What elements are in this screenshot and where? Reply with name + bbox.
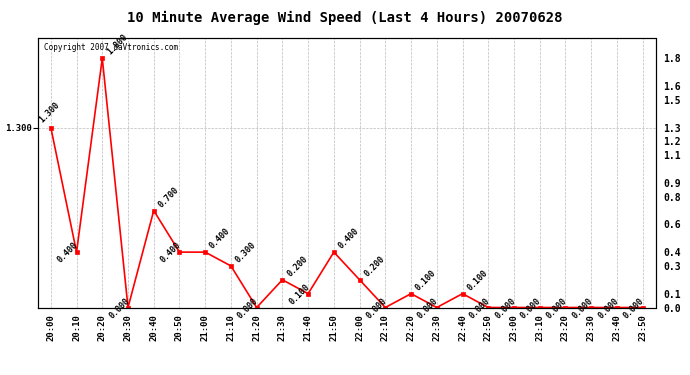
Text: 0.000: 0.000 xyxy=(416,296,440,320)
Text: 0.000: 0.000 xyxy=(622,296,646,320)
Text: Copyright 2007 daVtronics.com: Copyright 2007 daVtronics.com xyxy=(44,43,178,52)
Text: 0.200: 0.200 xyxy=(362,254,386,278)
Text: 0.400: 0.400 xyxy=(56,241,80,265)
Text: 0.000: 0.000 xyxy=(493,296,518,320)
Text: 0.000: 0.000 xyxy=(236,296,260,320)
Text: 1.800: 1.800 xyxy=(105,33,129,57)
Text: 0.000: 0.000 xyxy=(544,296,569,320)
Text: 0.100: 0.100 xyxy=(414,268,438,292)
Text: 0.000: 0.000 xyxy=(596,296,620,320)
Text: 1.300: 1.300 xyxy=(37,100,61,125)
Text: 0.200: 0.200 xyxy=(285,254,309,278)
Text: 0.000: 0.000 xyxy=(519,296,543,320)
Text: 0.100: 0.100 xyxy=(287,282,311,306)
Text: 0.300: 0.300 xyxy=(234,240,258,265)
Text: 0.700: 0.700 xyxy=(157,185,181,209)
Text: 10 Minute Average Wind Speed (Last 4 Hours) 20070628: 10 Minute Average Wind Speed (Last 4 Hou… xyxy=(127,11,563,26)
Text: 0.000: 0.000 xyxy=(107,296,131,320)
Text: 0.400: 0.400 xyxy=(208,226,232,251)
Text: 0.000: 0.000 xyxy=(364,296,388,320)
Text: 0.400: 0.400 xyxy=(159,241,183,265)
Text: 0.400: 0.400 xyxy=(337,226,361,251)
Text: 0.000: 0.000 xyxy=(467,296,491,320)
Text: 0.100: 0.100 xyxy=(465,268,489,292)
Text: 0.000: 0.000 xyxy=(571,296,594,320)
